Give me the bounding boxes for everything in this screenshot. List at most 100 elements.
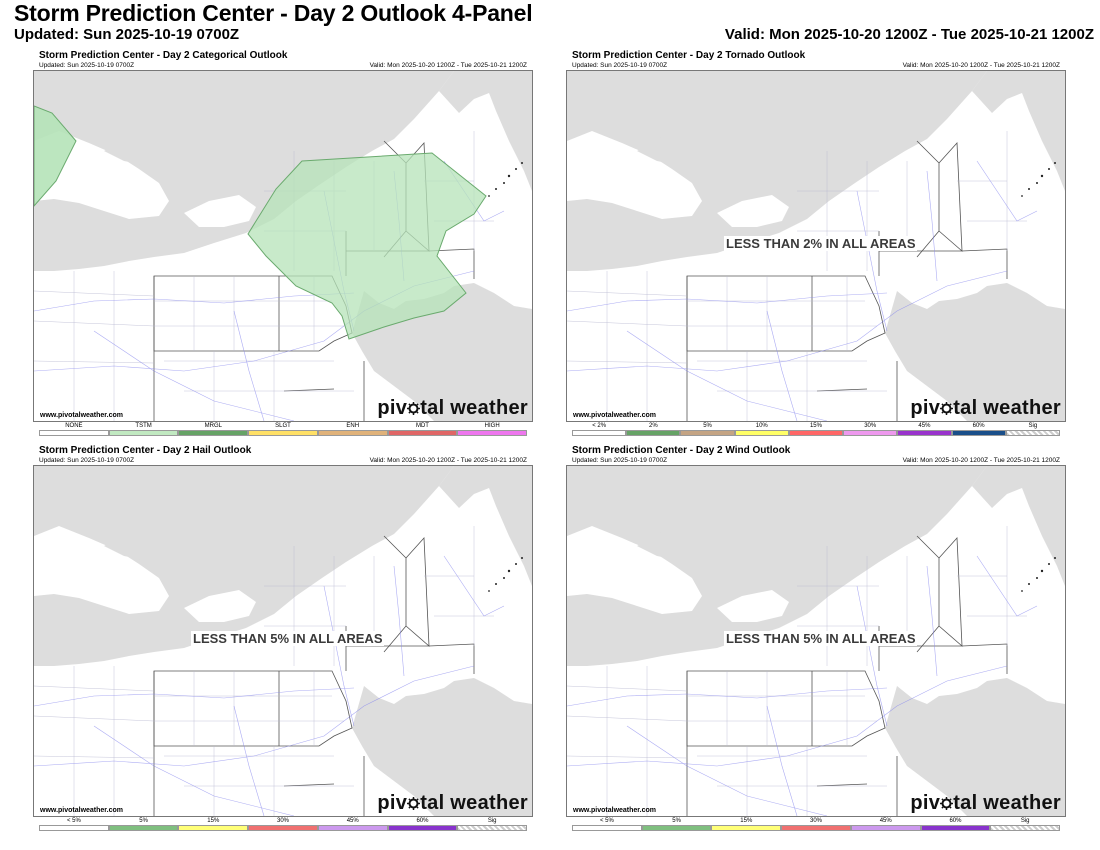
legend-swatch <box>248 430 318 436</box>
legend-item: 15% <box>711 818 782 831</box>
logo-gear-icon <box>407 797 421 810</box>
wind-panel: Storm Prediction Center - Day 2 Wind Out… <box>566 445 1066 833</box>
legend-swatch <box>387 430 458 436</box>
legend-swatch <box>39 430 109 436</box>
valid-time: Valid: Mon 2025-10-20 1200Z - Tue 2025-1… <box>724 26 1094 43</box>
legend: < 5% 5% 15% 30% 45% 60% Sig <box>572 818 1061 831</box>
legend-item: 45% <box>897 423 952 436</box>
legend-swatch <box>248 825 318 831</box>
legend-item: 5% <box>108 818 179 831</box>
legend-item: 30% <box>248 818 318 831</box>
legend-swatch <box>641 825 712 831</box>
legend-label: 30% <box>864 423 877 429</box>
panel-updated: Updated: Sun 2025-10-19 0700Z <box>39 62 135 69</box>
page-title: Storm Prediction Center - Day 2 Outlook … <box>14 0 533 26</box>
legend-item: 5% <box>680 423 735 436</box>
legend-swatch <box>108 825 179 831</box>
legend-label: < 5% <box>599 818 614 824</box>
updated-time: Updated: Sun 2025-10-19 0700Z <box>14 26 240 43</box>
legend-swatch <box>711 825 782 831</box>
legend-item: SLGT <box>248 423 318 436</box>
legend-swatch <box>457 430 528 436</box>
legend-item: NONE <box>39 423 109 436</box>
panel-updated: Updated: Sun 2025-10-19 0700Z <box>572 62 668 69</box>
legend-item: MRGL <box>178 423 249 436</box>
pivotal-weather-logo: piv tal weather <box>377 792 528 814</box>
panel-title: Storm Prediction Center - Day 2 Hail Out… <box>39 445 252 456</box>
legend-item: 60% <box>920 818 991 831</box>
map-graphic <box>34 71 532 421</box>
legend-label: 5% <box>139 818 148 824</box>
legend-swatch <box>781 825 851 831</box>
legend-label: HIGH <box>484 423 500 429</box>
no-threat-message: LESS THAN 5% IN ALL AREAS <box>724 631 918 646</box>
legend-item: Sig <box>1005 423 1060 436</box>
legend-item: MDT <box>387 423 458 436</box>
map[interactable]: LESS THAN 5% IN ALL AREAS www.pivotalwea… <box>33 465 533 817</box>
legend-label: 60% <box>972 423 985 429</box>
map[interactable]: www.pivotalweather.com piv tal weather <box>33 70 533 422</box>
legend-item: 5% <box>641 818 712 831</box>
legend-item: < 5% <box>39 818 109 831</box>
legend-swatch <box>572 430 627 436</box>
tornado-panel: Storm Prediction Center - Day 2 Tornado … <box>566 50 1066 438</box>
legend-label: 15% <box>207 818 220 824</box>
legend-swatch <box>626 430 681 436</box>
legend-label: SLGT <box>275 423 291 429</box>
logo-gear-icon <box>940 797 954 810</box>
map-graphic <box>567 466 1065 816</box>
legend-swatch <box>387 825 458 831</box>
panel-valid: Valid: Mon 2025-10-20 1200Z - Tue 2025-1… <box>369 457 527 464</box>
pivotal-weather-logo: piv tal weather <box>377 397 528 419</box>
legend-label: ENH <box>346 423 360 429</box>
legend-item: 2% <box>626 423 681 436</box>
logo-gear-icon <box>940 402 954 415</box>
legend-item: < 5% <box>572 818 642 831</box>
no-threat-message: LESS THAN 5% IN ALL AREAS <box>191 631 385 646</box>
legend-item: HIGH <box>457 423 528 436</box>
legend-swatch <box>843 430 898 436</box>
panel-updated: Updated: Sun 2025-10-19 0700Z <box>572 457 668 464</box>
legend-item: 60% <box>387 818 458 831</box>
legend-swatch <box>178 825 249 831</box>
watermark: www.pivotalweather.com <box>573 412 656 419</box>
legend-label: MDT <box>415 423 429 429</box>
legend-swatch <box>317 825 388 831</box>
legend-label: Sig <box>1020 818 1030 824</box>
pivotal-weather-logo: piv tal weather <box>910 792 1061 814</box>
legend-swatch <box>317 430 388 436</box>
legend-label: Sig <box>1028 423 1038 429</box>
legend-swatch <box>572 825 642 831</box>
categorical-panel: Storm Prediction Center - Day 2 Categori… <box>33 50 533 438</box>
legend-item: 10% <box>734 423 789 436</box>
legend-label: 30% <box>810 818 823 824</box>
legend-label: 15% <box>809 423 822 429</box>
watermark: www.pivotalweather.com <box>40 807 123 814</box>
legend-swatch <box>108 430 179 436</box>
panel-title: Storm Prediction Center - Day 2 Tornado … <box>572 50 806 61</box>
legend-item: 60% <box>951 423 1006 436</box>
legend-item: 15% <box>788 423 844 436</box>
legend-swatch <box>39 825 109 831</box>
legend-swatch <box>178 430 249 436</box>
legend-label: 45% <box>918 423 931 429</box>
legend-item: 30% <box>843 423 898 436</box>
map[interactable]: LESS THAN 5% IN ALL AREAS www.pivotalwea… <box>566 465 1066 817</box>
map[interactable]: LESS THAN 2% IN ALL AREAS www.pivotalwea… <box>566 70 1066 422</box>
legend-label: 2% <box>648 423 658 429</box>
legend-item: ENH <box>317 423 388 436</box>
legend-label: TSTM <box>135 423 152 429</box>
legend-swatch <box>788 430 844 436</box>
legend-item: Sig <box>990 818 1061 831</box>
hail-panel: Storm Prediction Center - Day 2 Hail Out… <box>33 445 533 833</box>
legend-swatch <box>734 430 789 436</box>
legend-label: 15% <box>740 818 753 824</box>
legend-label: 10% <box>755 423 768 429</box>
legend-label: 30% <box>277 818 290 824</box>
legend: NONE TSTM MRGL SLGT ENH MDT HIGH <box>39 423 528 436</box>
watermark: www.pivotalweather.com <box>573 807 656 814</box>
legend-label: 5% <box>672 818 681 824</box>
legend-label: 45% <box>346 818 359 824</box>
legend-label: MRGL <box>204 423 222 429</box>
legend-label: < 2% <box>592 423 607 429</box>
